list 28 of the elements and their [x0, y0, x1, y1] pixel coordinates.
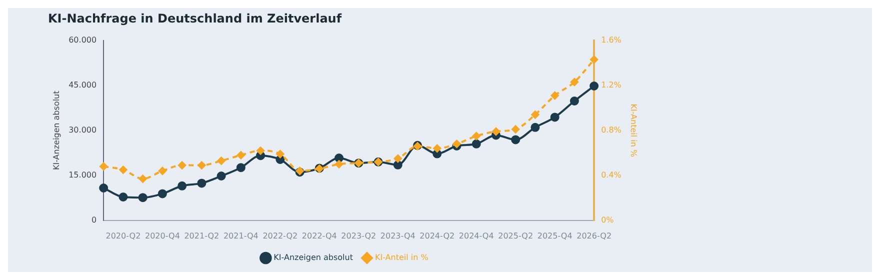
y-tick-label: 15.000: [68, 170, 97, 180]
y2-tick-label: 0.8%: [601, 125, 622, 134]
legend-label: KI-Anteil in %: [374, 253, 429, 262]
y-tick-label: 0: [92, 215, 97, 224]
x-tick-label: 2021-Q2: [184, 231, 220, 240]
x-tick-label: 2024-Q2: [420, 231, 455, 240]
y-tick-label: 60.000: [68, 35, 97, 44]
x-tick-label: 2020-Q2: [106, 231, 141, 240]
x-tick-label: 2023-Q2: [341, 231, 376, 240]
x-tick-label: 2023-Q4: [380, 231, 416, 240]
x-tick-label: 2020-Q4: [144, 231, 180, 240]
x-tick-label: 2024-Q4: [458, 231, 494, 240]
y2-tick-label: 1.6%: [601, 35, 622, 44]
y2-tick-label: 0%: [601, 215, 614, 224]
y-axis-title: KI-Anzeigen absolut: [52, 90, 61, 170]
x-tick-label: 2022-Q2: [262, 231, 298, 240]
chart-title: KI-Nachfrage in Deutschland im Zeitverlauf: [48, 11, 342, 26]
legend-label: KI-Anzeigen absolut: [274, 253, 353, 262]
y2-tick-label: 0.4%: [601, 170, 622, 180]
x-tick-label: 2022-Q4: [302, 231, 337, 240]
y-tick-label: 30.000: [68, 125, 97, 134]
y-tick-label: 45.000: [68, 80, 97, 90]
y2-axis-title: KI-Anteil in %: [629, 104, 638, 158]
x-tick-label: 2025-Q2: [498, 231, 534, 240]
x-tick-label: 2021-Q4: [223, 231, 258, 240]
y2-tick-label: 1.2%: [601, 80, 622, 90]
x-tick-label: 2025-Q4: [537, 231, 572, 240]
x-tick-label: 2026-Q2: [576, 231, 612, 240]
